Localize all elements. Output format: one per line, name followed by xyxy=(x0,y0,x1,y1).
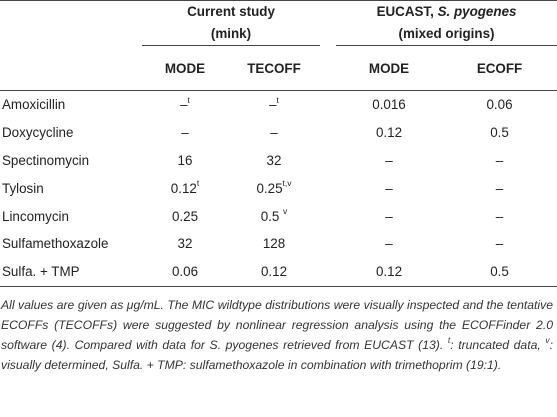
eucast-mode-cell: 0.016 xyxy=(372,97,406,113)
table-row: Tylosin 0.12t 0.25t,v – – xyxy=(0,174,557,202)
table-row: Spectinomycin 16 32 – – xyxy=(0,147,557,175)
current-tecoff-cell: 0.25t,v xyxy=(256,178,292,196)
eucast-mode-cell: – xyxy=(385,180,393,196)
current-mode-cell: 0.12t xyxy=(170,178,200,196)
eucast-ecoff-cell: – xyxy=(495,152,504,168)
column-header: TECOFF xyxy=(247,60,301,76)
eucast-mode-cell: – xyxy=(385,208,393,224)
table-row: Amoxicillin –t –t 0.016 0.06 xyxy=(0,91,557,119)
eucast-ecoff-cell: 0.5 xyxy=(490,264,509,280)
table-row: Sulfamethoxazole 32 128 – – xyxy=(0,230,557,258)
eucast-mode-cell: 0.12 xyxy=(375,125,403,141)
mic-table: Current study (mink) EUCAST, S. pyogenes… xyxy=(0,0,557,287)
drug-name: Sulfamethoxazole xyxy=(2,236,109,252)
table-row: Doxycycline – – 0.12 0.5 xyxy=(0,119,557,147)
column-header: MODE xyxy=(368,60,410,76)
eucast-mode-cell: 0.12 xyxy=(375,264,403,280)
table-row: Lincomycin 0.25 0.5 v – – xyxy=(0,202,557,230)
eucast-mode-cell: – xyxy=(385,236,393,252)
drug-name: Spectinomycin xyxy=(2,152,90,168)
current-tecoff-cell: – xyxy=(270,125,278,141)
column-header: MODE xyxy=(164,60,206,76)
drug-name: Doxycycline xyxy=(2,125,74,141)
table-row: Sulfa. + TMP 0.06 0.12 0.12 0.5 xyxy=(0,258,557,287)
current-mode-cell: – xyxy=(181,125,189,141)
current-mode-cell: –t xyxy=(180,94,190,113)
drug-name: Sulfa. + TMP xyxy=(2,264,80,280)
eucast-mode-cell: – xyxy=(385,152,393,168)
column-header: ECOFF xyxy=(476,60,523,76)
eucast-ecoff-cell: 0.06 xyxy=(486,97,513,113)
drug-name: Lincomycin xyxy=(2,208,69,224)
current-mode-cell: 16 xyxy=(177,152,193,168)
current-tecoff-cell: –t xyxy=(269,94,279,113)
eucast-ecoff-cell: – xyxy=(495,208,504,224)
current-mode-cell: 0.06 xyxy=(171,264,199,280)
table-body: Amoxicillin –t –t 0.016 0.06 Doxycycline – – 0.1… xyxy=(0,91,557,287)
eucast-ecoff-cell: 0.5 xyxy=(490,125,509,141)
eucast-header: EUCAST, S. pyogenes (mixed origins) xyxy=(336,0,557,46)
current-tecoff-cell: 0.12 xyxy=(260,264,288,280)
group-header-row: Current study (mink) EUCAST, S. pyogenes… xyxy=(0,0,557,46)
drug-name: Tylosin xyxy=(2,180,44,196)
current-mode-cell: 0.25 xyxy=(171,208,199,224)
current-tecoff-cell: 0.5 v xyxy=(260,206,288,224)
current-tecoff-cell: 32 xyxy=(266,152,282,168)
drug-name: Amoxicillin xyxy=(2,97,66,113)
column-header-row: MODE TECOFF MODE ECOFF xyxy=(0,46,557,91)
current-study-header: Current study (mink) xyxy=(142,0,321,46)
eucast-ecoff-cell: – xyxy=(495,236,504,252)
current-tecoff-cell: 128 xyxy=(262,236,286,252)
table-footnote: All values are given as μg/mL. The MIC w… xyxy=(1,298,553,373)
eucast-ecoff-cell: – xyxy=(495,180,504,196)
current-mode-cell: 32 xyxy=(177,236,193,252)
